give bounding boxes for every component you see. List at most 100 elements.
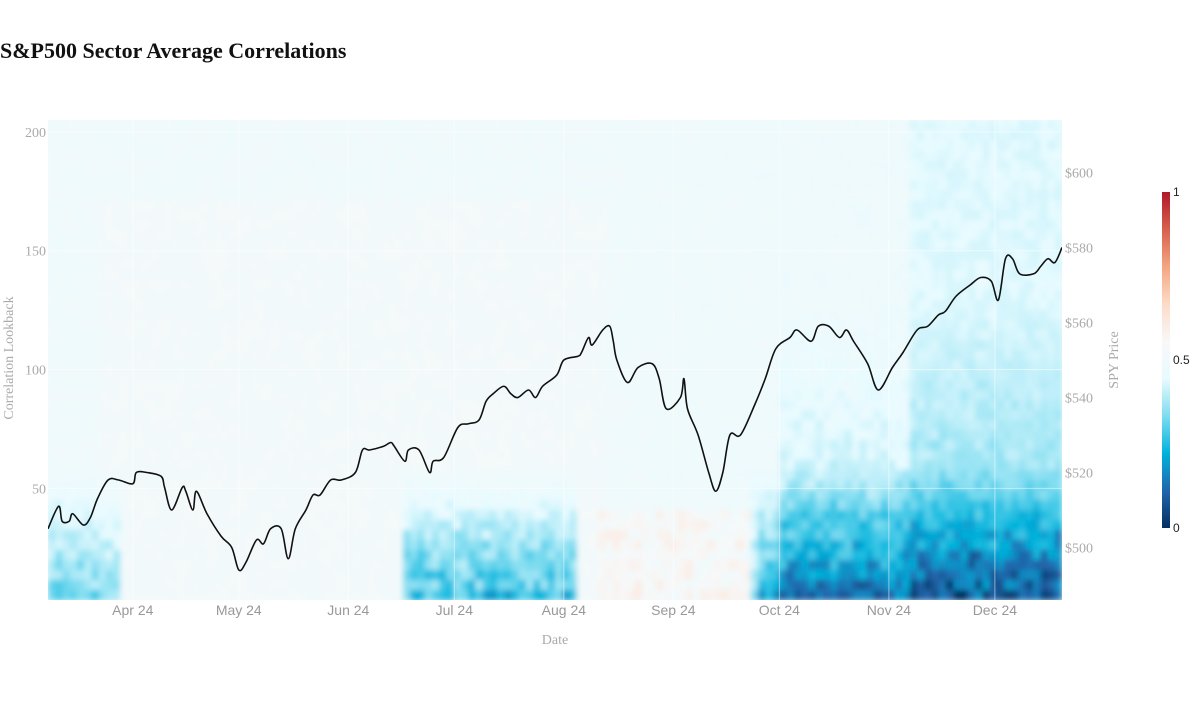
heatmap-cell <box>207 390 216 401</box>
heatmap-cell <box>526 260 534 271</box>
heatmap-cell <box>475 370 484 381</box>
heatmap-cell <box>337 330 346 341</box>
heatmap-cell <box>127 180 136 191</box>
heatmap-cell <box>359 380 368 391</box>
heatmap-cell <box>569 200 578 211</box>
heatmap-cell <box>410 530 418 541</box>
heatmap-cell <box>229 430 237 441</box>
heatmap-cell <box>707 210 715 221</box>
heatmap-cell <box>258 170 266 181</box>
heatmap-cell <box>583 170 592 181</box>
heatmap-cell <box>48 220 56 231</box>
heatmap-cell <box>678 500 686 511</box>
heatmap-cell <box>772 330 781 341</box>
heatmap-cell <box>76 380 85 391</box>
heatmap-cell <box>381 130 390 141</box>
heatmap-cell <box>786 320 795 331</box>
heatmap-cell <box>272 210 281 221</box>
heatmap-cell <box>591 310 600 321</box>
heatmap-cell <box>750 140 759 151</box>
heatmap-cell <box>685 290 694 301</box>
heatmap-cell <box>569 180 578 191</box>
heatmap-cell <box>91 150 100 161</box>
heatmap-cell <box>62 370 71 381</box>
heatmap-cell <box>156 270 165 281</box>
heatmap-cell <box>156 580 165 591</box>
heatmap-cell <box>612 370 621 381</box>
heatmap-cell <box>547 160 556 171</box>
heatmap-cell <box>156 400 165 411</box>
heatmap-cell <box>301 230 310 241</box>
heatmap-cell <box>366 500 375 511</box>
heatmap-cell <box>69 310 78 321</box>
heatmap-cell <box>468 340 476 351</box>
heatmap-cell <box>344 290 353 301</box>
heatmap-cell <box>475 390 484 401</box>
heatmap-cell <box>526 310 534 321</box>
heatmap-cell <box>308 210 317 221</box>
heatmap-cell <box>200 130 208 141</box>
heatmap-cell <box>721 440 730 451</box>
heatmap-cell <box>402 290 411 301</box>
heatmap-cell <box>518 140 527 151</box>
heatmap-cell <box>229 580 237 591</box>
heatmap-cell <box>229 310 237 321</box>
heatmap-cell <box>518 430 527 441</box>
heatmap-cell <box>214 280 223 291</box>
heatmap-cell <box>721 530 730 541</box>
heatmap-cell <box>388 250 397 261</box>
heatmap-cell <box>207 570 216 581</box>
heatmap-cell <box>562 310 571 321</box>
heatmap-cell <box>301 520 310 531</box>
heatmap-cell <box>446 560 455 571</box>
heatmap-cell <box>163 180 172 191</box>
heatmap-cell <box>453 280 462 291</box>
heatmap-cell <box>308 450 317 461</box>
heatmap-cell <box>475 150 484 161</box>
heatmap-cell <box>417 270 426 281</box>
heatmap-cell <box>699 510 708 521</box>
heatmap-cell <box>402 250 411 261</box>
heatmap-cell <box>113 230 122 241</box>
heatmap-cell <box>620 530 629 541</box>
heatmap-cell <box>750 260 759 271</box>
heatmap-cell <box>547 250 556 261</box>
heatmap-cell <box>728 480 737 491</box>
heatmap-cell <box>743 180 752 191</box>
heatmap-cell <box>287 560 295 571</box>
heatmap-cell <box>670 340 679 351</box>
heatmap-cell <box>475 120 484 131</box>
heatmap-cell <box>55 220 64 231</box>
heatmap-cell <box>250 310 259 321</box>
heatmap-cell <box>48 340 56 351</box>
heatmap-cell <box>395 390 404 401</box>
heatmap-cell <box>699 410 708 421</box>
heatmap-cell <box>287 350 295 361</box>
heatmap-cell <box>105 350 114 361</box>
heatmap-cell <box>62 130 71 141</box>
heatmap-cell <box>352 290 361 301</box>
heatmap-cell <box>547 500 556 511</box>
heatmap-cell <box>366 250 375 261</box>
heatmap-cell <box>308 430 317 441</box>
heatmap-cell <box>743 260 752 271</box>
heatmap-cell <box>475 430 484 441</box>
heatmap-cell <box>272 130 281 141</box>
heatmap-cell <box>670 470 679 481</box>
heatmap-cell <box>468 270 476 281</box>
heatmap-cell <box>120 320 129 331</box>
heatmap-cell <box>359 150 368 161</box>
heatmap-cell <box>156 290 165 301</box>
heatmap-cell <box>417 440 426 451</box>
heatmap-cell <box>424 370 433 381</box>
heatmap-cell <box>250 230 259 241</box>
heatmap-cell <box>120 200 129 211</box>
heatmap-cell <box>265 500 274 511</box>
heatmap-cell <box>76 420 85 431</box>
heatmap-cell <box>120 260 129 271</box>
heatmap-cell <box>84 210 93 221</box>
heatmap-cell <box>750 460 759 471</box>
heatmap-cell <box>431 570 440 581</box>
heatmap-cell <box>84 470 93 481</box>
heatmap-cell <box>779 170 788 181</box>
